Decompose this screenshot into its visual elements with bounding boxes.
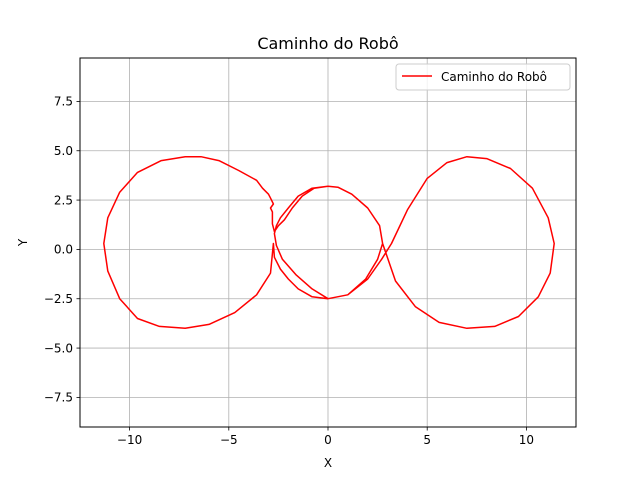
- legend-box: [395, 63, 571, 91]
- series-layer: [103, 155, 555, 330]
- grid: [80, 58, 576, 427]
- y-tick-label: −2.5: [44, 292, 73, 306]
- x-tick-label: −5: [220, 433, 238, 447]
- y-tick-label: −7.5: [44, 391, 73, 405]
- y-axis-title: Y: [16, 238, 30, 247]
- y-axis-ticks: −7.5 −5.0 −2.5 0.0 2.5 5.0 7.5: [44, 95, 80, 405]
- legend-label: Caminho do Robô: [441, 70, 547, 84]
- chart-title: Caminho do Robô: [257, 34, 398, 53]
- legend: Caminho do Robô: [395, 63, 571, 91]
- y-tick-label: 2.5: [54, 193, 73, 207]
- x-tick-label: 10: [519, 433, 534, 447]
- y-tick-label: 0.0: [54, 243, 73, 257]
- series-line: [103, 155, 555, 330]
- y-tick-label: −5.0: [44, 341, 73, 355]
- x-tick-label: 0: [324, 433, 332, 447]
- x-axis-ticks: −10 −5 0 5 10: [117, 427, 534, 447]
- y-tick-label: 5.0: [54, 144, 73, 158]
- y-tick-label: 7.5: [54, 95, 73, 109]
- x-axis-title: X: [324, 456, 332, 470]
- x-tick-label: 5: [423, 433, 431, 447]
- x-tick-label: −10: [117, 433, 142, 447]
